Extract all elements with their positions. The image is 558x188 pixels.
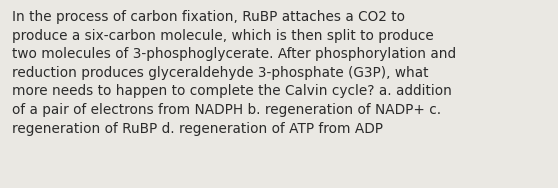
Text: In the process of carbon fixation, RuBP attaches a CO2 to
produce a six-carbon m: In the process of carbon fixation, RuBP …: [12, 10, 456, 136]
